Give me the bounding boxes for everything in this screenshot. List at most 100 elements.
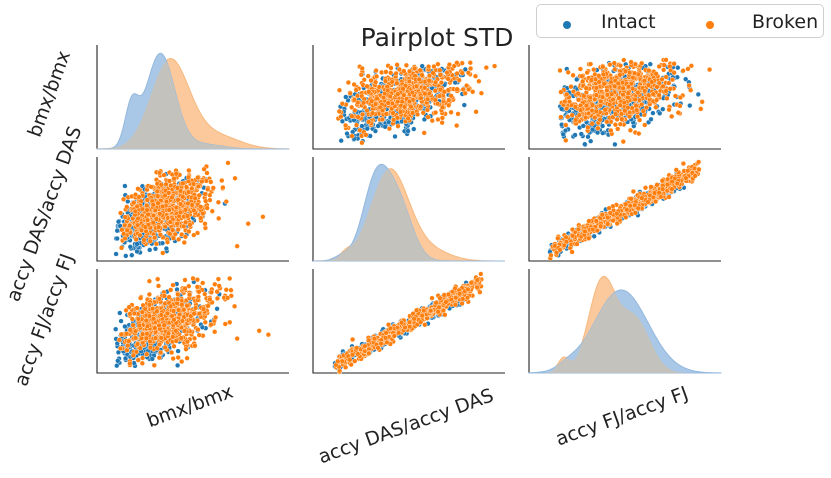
- point-intact-r1-c0-460: [115, 219, 122, 225]
- point-broken-r0-c2-575: [583, 85, 589, 91]
- point-broken-r1-c0-484: [133, 236, 139, 243]
- point-broken-r1-c2-527: [691, 165, 698, 172]
- point-broken-r1-c0-551: [177, 209, 184, 216]
- point-intact-r0-c1-505: [364, 126, 370, 132]
- point-broken-r0-c1-524: [444, 70, 450, 76]
- point-broken-r1-c0-480: [124, 204, 130, 210]
- point-intact-r0-c2-408: [674, 74, 680, 80]
- point-broken-r0-c1-506: [363, 132, 369, 138]
- kde-overlap-1: [313, 169, 505, 261]
- point-broken-r0-c1-597: [439, 104, 446, 110]
- point-broken-r1-c0-510: [186, 228, 192, 235]
- point-broken-r1-c2-490: [669, 179, 675, 185]
- point-broken-r0-c2-597: [598, 98, 604, 105]
- point-broken-r1-c2-522: [623, 201, 629, 207]
- point-broken-r0-c2-555: [669, 113, 675, 120]
- point-intact-r2-c0-47: [118, 318, 124, 324]
- point-broken-r0-c2-504: [659, 76, 665, 82]
- point-broken-r0-c2-465: [587, 94, 593, 101]
- point-broken-r1-c0-582: [183, 184, 190, 190]
- point-broken-r1-c0-479: [187, 222, 193, 228]
- point-broken-r1-c2-548: [692, 173, 698, 179]
- point-broken-r1-c0-453: [208, 179, 214, 185]
- point-broken-r1-c2-517: [642, 185, 649, 191]
- point-broken-r0-c1-601: [476, 78, 482, 84]
- point-broken-r1-c0-593: [166, 207, 172, 213]
- point-broken-r1-c0-371: [198, 215, 204, 221]
- point-broken-r0-c1-319: [429, 118, 435, 124]
- scatter-panel-r1-c2: [547, 159, 702, 261]
- point-broken-r0-c1-542: [373, 79, 379, 85]
- point-broken-r0-c1-127: [353, 122, 360, 128]
- point-broken-r0-c2-267: [667, 86, 673, 92]
- point-broken-r0-c2-550: [572, 104, 579, 110]
- point-broken-r0-c2-77: [671, 70, 677, 76]
- point-broken-r0-c2-481: [597, 117, 603, 123]
- point-broken-r0-c1-110: [439, 120, 445, 126]
- point-broken-r0-c2-340: [589, 121, 595, 127]
- point-broken-r0-c2-217: [612, 66, 618, 72]
- point-broken-r1-c2-538: [557, 247, 563, 253]
- point-broken-r0-c1-576: [406, 98, 413, 105]
- point-broken-r0-c2-523: [628, 59, 634, 65]
- point-broken-r1-c2-497: [623, 214, 629, 221]
- point-broken-r0-c2-361: [591, 66, 597, 73]
- point-broken-r1-c0-445: [196, 192, 202, 199]
- point-broken-r0-c2-403: [685, 66, 691, 72]
- point-broken-r1-c0-536: [156, 224, 162, 230]
- point-broken-r1-c2-472: [639, 195, 645, 201]
- point-broken-r1-c0-579: [174, 185, 181, 191]
- point-broken-r1-c0-415: [184, 213, 191, 219]
- point-broken-r0-c2-548: [672, 93, 679, 99]
- point-intact-r0-c1-426: [419, 63, 425, 69]
- point-broken-r0-c2-556: [617, 62, 624, 69]
- point-intact-r0-c2-377: [588, 138, 594, 144]
- point-intact-r0-c2-283: [599, 123, 606, 129]
- point-broken-r0-c2-552: [620, 85, 626, 91]
- point-intact-r0-c1-18: [462, 66, 468, 73]
- point-broken-r0-c1-469: [467, 60, 473, 66]
- point-broken-r0-c1-520: [433, 79, 439, 85]
- point-broken-r0-c1-527: [435, 101, 441, 107]
- point-broken-r0-c1-196: [383, 111, 389, 117]
- point-broken-r1-c0-518: [203, 198, 209, 204]
- kde-overlap-2: [529, 293, 721, 373]
- point-broken-r1-c2-506: [627, 203, 633, 209]
- point-broken-r0-c2-567: [632, 96, 638, 103]
- point-broken-r0-c2-491: [680, 68, 686, 74]
- panel-frame-r2-c0: [96, 269, 289, 374]
- point-broken-r0-c2-526: [593, 85, 600, 91]
- point-broken-r0-c1-528: [383, 69, 389, 75]
- point-broken-r0-c1-559: [374, 95, 380, 101]
- point-broken-r0-c2-454: [656, 92, 662, 98]
- point-broken-r0-c2-484: [625, 90, 631, 96]
- point-broken-r0-c1-478: [347, 90, 353, 96]
- point-broken-r0-c2-519: [587, 61, 594, 67]
- point-broken-r1-c2-542: [607, 210, 613, 216]
- point-intact-r0-c2-491: [657, 110, 663, 116]
- point-intact-r0-c1-489: [382, 124, 388, 130]
- point-broken-r0-c1-184: [374, 73, 380, 80]
- point-broken-r0-c2-416: [640, 108, 646, 114]
- point-intact-r0-c2-518: [612, 141, 618, 148]
- point-broken-r1-c2-431: [650, 194, 657, 200]
- point-broken-r0-c1-231: [426, 63, 432, 70]
- point-broken-r1-c0-566: [186, 189, 192, 195]
- point-broken-r1-c0-592: [178, 201, 184, 207]
- point-intact-r0-c1-358: [421, 116, 428, 123]
- point-broken-r2-c0-0: [146, 278, 153, 284]
- point-broken-r1-c0-591: [152, 235, 158, 241]
- point-intact-r1-c0-299: [147, 247, 153, 253]
- point-broken-r0-c2-542: [579, 73, 585, 79]
- point-broken-r1-c0-557: [180, 194, 186, 200]
- point-broken-r0-c1-568: [373, 101, 379, 107]
- point-broken-r0-c2-593: [675, 110, 681, 116]
- panel-frame-r2-c1: [312, 269, 505, 374]
- point-broken-r0-c2-467: [667, 63, 673, 70]
- point-broken-r0-c1-33: [365, 73, 371, 79]
- point-broken-r0-c2-277: [653, 104, 659, 110]
- point-intact-r2-c0-340: [115, 358, 121, 364]
- point-broken-r0-c2-592: [621, 57, 627, 63]
- point-broken-r0-c2-529: [617, 72, 623, 78]
